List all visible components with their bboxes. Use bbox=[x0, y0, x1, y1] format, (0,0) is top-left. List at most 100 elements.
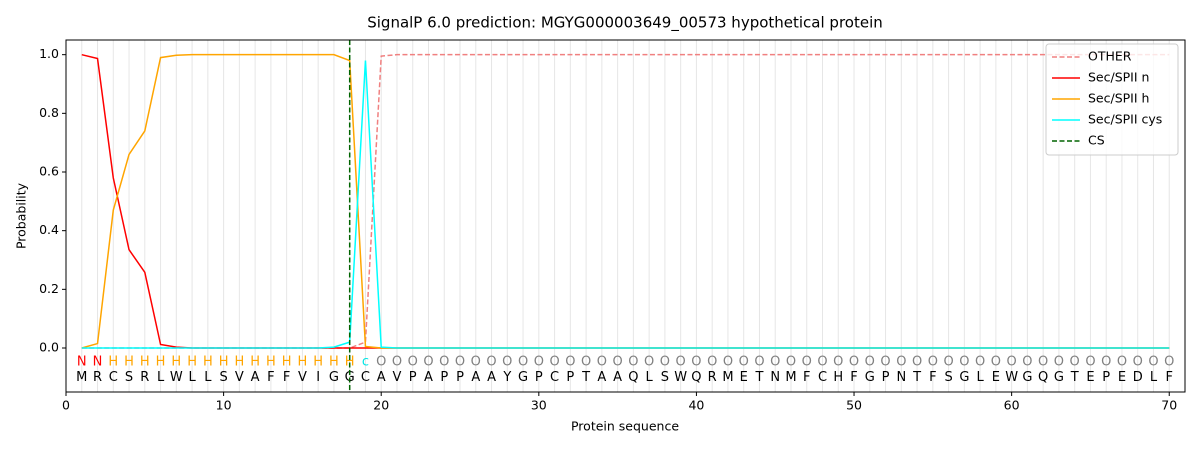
residue: G bbox=[329, 370, 339, 385]
plot-frame bbox=[65, 39, 1186, 393]
residue: E bbox=[740, 370, 748, 385]
residue: S bbox=[219, 370, 227, 385]
residue: F bbox=[1165, 370, 1172, 385]
residue: T bbox=[581, 370, 590, 385]
residue: V bbox=[235, 370, 244, 385]
residue: R bbox=[140, 370, 149, 385]
region-label: H bbox=[250, 354, 260, 369]
x-axis-label: Protein sequence bbox=[571, 419, 679, 434]
region-label: O bbox=[534, 354, 544, 369]
region-label: O bbox=[880, 354, 890, 369]
residue: P bbox=[440, 370, 448, 385]
region-label: H bbox=[187, 354, 197, 369]
region-label: O bbox=[486, 354, 496, 369]
region-label: O bbox=[439, 354, 449, 369]
region-label: H bbox=[171, 354, 181, 369]
residue: T bbox=[1070, 370, 1079, 385]
residue: L bbox=[646, 370, 654, 385]
residue: A bbox=[471, 370, 480, 385]
residue: C bbox=[818, 370, 827, 385]
region-label: O bbox=[1038, 354, 1048, 369]
region-label: H bbox=[234, 354, 244, 369]
region-label: O bbox=[518, 354, 528, 369]
region-label: H bbox=[329, 354, 339, 369]
y-tick-label: 1.0 bbox=[39, 46, 59, 61]
region-label: H bbox=[313, 354, 323, 369]
x-tick-label: 50 bbox=[846, 398, 862, 413]
residue: C bbox=[361, 370, 370, 385]
region-label: O bbox=[849, 354, 859, 369]
residue: L bbox=[1150, 370, 1158, 385]
region-label: O bbox=[1070, 354, 1080, 369]
region-label: O bbox=[754, 354, 764, 369]
region-label: O bbox=[1007, 354, 1017, 369]
region-label: O bbox=[817, 354, 827, 369]
region-label: H bbox=[140, 354, 150, 369]
series-line bbox=[81, 60, 1170, 349]
legend-label: Sec/SPII cys bbox=[1088, 112, 1162, 127]
residue: I bbox=[316, 370, 320, 385]
series-line bbox=[81, 53, 1170, 349]
region-label: O bbox=[1054, 354, 1064, 369]
region-label: H bbox=[203, 354, 213, 369]
residue: P bbox=[535, 370, 543, 385]
region-label: O bbox=[865, 354, 875, 369]
residue: L bbox=[157, 370, 165, 385]
legend-label: Sec/SPII n bbox=[1088, 70, 1149, 85]
residue: R bbox=[93, 370, 102, 385]
y-tick-label: 0.4 bbox=[39, 222, 59, 237]
region-label: O bbox=[455, 354, 465, 369]
residue: Q bbox=[1038, 370, 1048, 385]
region-label: O bbox=[1133, 354, 1143, 369]
residue: C bbox=[550, 370, 559, 385]
y-tick-label: 0.8 bbox=[39, 105, 59, 120]
x-tick-label: 0 bbox=[62, 398, 70, 413]
residue: E bbox=[1118, 370, 1126, 385]
region-label: H bbox=[219, 354, 229, 369]
region-label: O bbox=[739, 354, 749, 369]
x-tick-label: 70 bbox=[1161, 398, 1177, 413]
residue: S bbox=[125, 370, 133, 385]
region-label: O bbox=[1117, 354, 1127, 369]
region-label: O bbox=[1022, 354, 1032, 369]
residue: W bbox=[170, 370, 183, 385]
region-label: H bbox=[266, 354, 276, 369]
legend-box bbox=[1045, 43, 1179, 156]
region-label: O bbox=[549, 354, 559, 369]
residue: N bbox=[896, 370, 906, 385]
region-label: O bbox=[707, 354, 717, 369]
region-label: O bbox=[723, 354, 733, 369]
residue: F bbox=[803, 370, 810, 385]
residue: P bbox=[409, 370, 417, 385]
region-label: c bbox=[362, 354, 369, 369]
residue: S bbox=[944, 370, 952, 385]
region-label: O bbox=[565, 354, 575, 369]
residue: A bbox=[613, 370, 622, 385]
residue: L bbox=[188, 370, 196, 385]
region-label: O bbox=[943, 354, 953, 369]
region-label: O bbox=[1101, 354, 1111, 369]
region-label: O bbox=[896, 354, 906, 369]
region-label: O bbox=[833, 354, 843, 369]
region-label: H bbox=[298, 354, 308, 369]
legend-label: CS bbox=[1088, 133, 1105, 148]
region-label: H bbox=[345, 354, 355, 369]
region-label: O bbox=[1164, 354, 1174, 369]
residue: G bbox=[959, 370, 969, 385]
region-label: O bbox=[660, 354, 670, 369]
region-label: N bbox=[77, 354, 87, 369]
residue: Q bbox=[628, 370, 638, 385]
residue: F bbox=[267, 370, 274, 385]
region-label: O bbox=[975, 354, 985, 369]
residue: L bbox=[976, 370, 984, 385]
residue: F bbox=[929, 370, 936, 385]
region-label: N bbox=[93, 354, 103, 369]
legend-label: Sec/SPII h bbox=[1088, 91, 1149, 106]
x-tick-label: 30 bbox=[531, 398, 547, 413]
residue: G bbox=[1054, 370, 1064, 385]
region-label: O bbox=[802, 354, 812, 369]
region-label: O bbox=[644, 354, 654, 369]
residue: E bbox=[1086, 370, 1094, 385]
region-label: H bbox=[124, 354, 134, 369]
residue: A bbox=[377, 370, 386, 385]
